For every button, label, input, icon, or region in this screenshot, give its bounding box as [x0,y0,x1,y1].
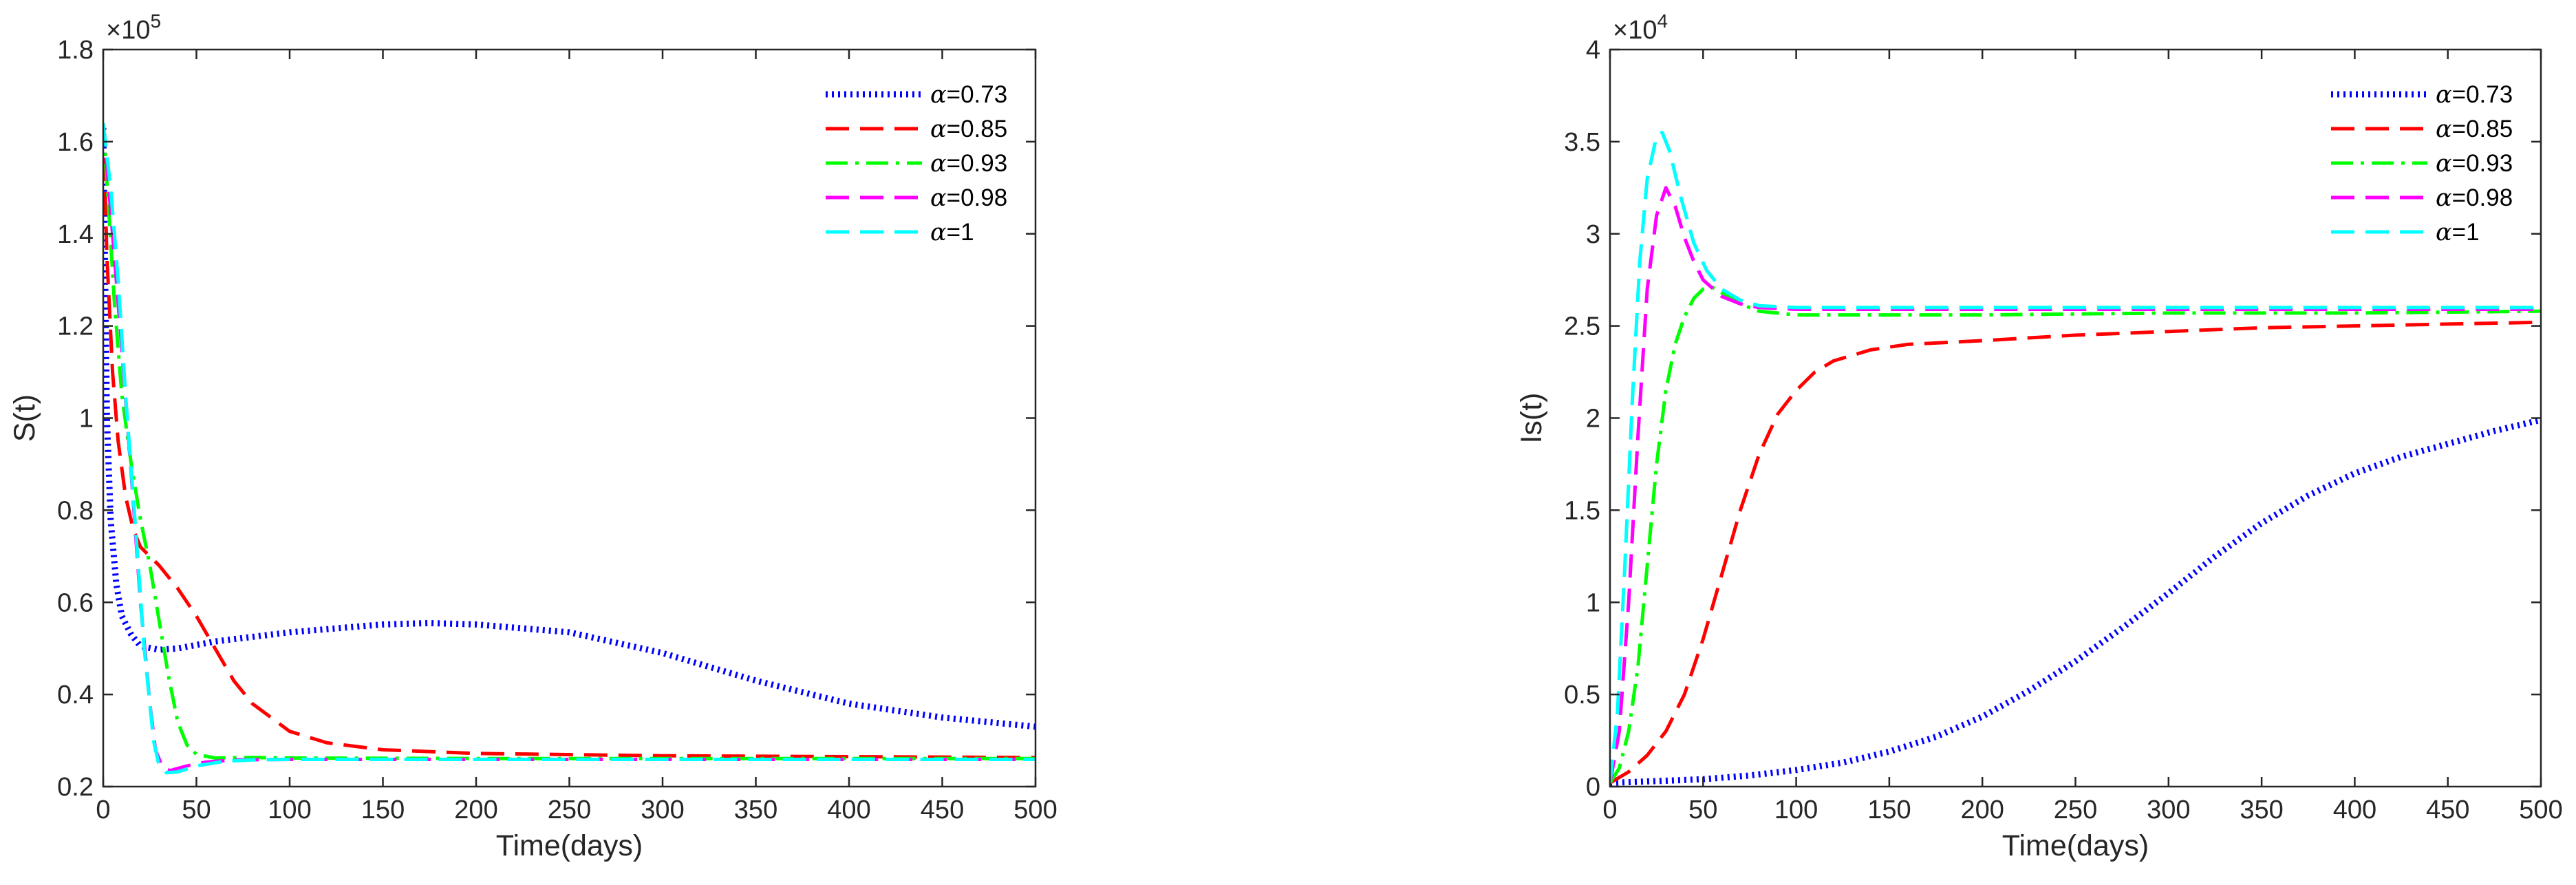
legend-entry-5: α=1 [930,219,974,246]
chart-panel-1: 0 50 100 150 200 250 300 350 400 450 500 0.2 0.4 0.6 0… [8,10,1058,862]
x-tick-label: 400 [827,796,870,824]
y-tick-label: 3 [1586,220,1600,249]
x-tick-label: 150 [1867,796,1911,824]
legend: α=0.73 α=0.85 α=0.93 α=0.98 α=1 [826,81,1007,246]
y-tick-label: 1 [79,405,94,434]
series-line-2 [1610,322,2541,782]
x-tick-label: 450 [2426,796,2469,824]
legend: α=0.73 α=0.85 α=0.93 α=0.98 α=1 [2331,81,2513,246]
y-tick-label: 0 [1586,773,1600,802]
x-axis-label: Time(days) [2002,829,2149,862]
x-tick-label: 0 [1602,796,1617,824]
x-tick-label: 0 [96,796,110,824]
y-axis-label: S(t) [8,394,41,442]
axes-box [103,50,1035,787]
y-tick-label: 1.5 [1564,496,1600,525]
x-tick-label: 500 [1013,796,1057,824]
x-tick-label: 500 [2519,796,2562,824]
y-tick-label: 0.4 [57,681,94,710]
plot-area [103,123,1035,773]
legend-entry-2: α=0.85 [930,116,1007,143]
y-tick-label: 2 [1586,405,1600,434]
y-tick-label: 2.5 [1564,312,1600,341]
series-line-3 [1610,287,2541,782]
chart-panel-2: 0 50 100 150 200 250 300 350 400 450 500 0 0.5 1 1.5 2 2… [1515,10,2563,862]
legend-entry-2: α=0.85 [2436,116,2513,143]
series-line-4 [103,123,1035,771]
y-exponent-label: ×104 [1613,10,1668,45]
legend-entry-4: α=0.98 [930,184,1007,212]
x-tick-label: 200 [1960,796,2004,824]
y-axis-label: Is(t) [1515,392,1548,443]
x-tick-label: 450 [921,796,964,824]
legend-entry-3: α=0.93 [2436,150,2513,178]
y-tick-label: 1.2 [57,312,94,341]
series-line-4 [1610,188,2541,783]
legend-entry-1: α=0.73 [2436,81,2513,109]
plot-area [1610,133,2541,783]
y-tick-label: 0.8 [57,496,94,525]
y-tick-label: 1.6 [57,128,94,157]
x-tick-label: 250 [548,796,591,824]
y-tick-label: 1.4 [57,220,94,249]
legend-entry-3: α=0.93 [930,150,1007,178]
x-tick-label: 200 [454,796,497,824]
x-tick-label: 400 [2333,796,2376,824]
y-tick-label: 0.6 [57,588,94,617]
x-tick-label: 250 [2054,796,2097,824]
x-tick-label: 350 [2240,796,2283,824]
x-tick-label: 300 [641,796,684,824]
x-tick-label: 50 [182,796,211,824]
figure: 0 50 100 150 200 250 300 350 400 450 5000.20.40.60… [0,0,2576,885]
series-line-5 [103,123,1035,773]
series-line-1 [103,128,1035,727]
x-tick-label: 100 [268,796,311,824]
legend-entry-5: α=1 [2436,219,2480,246]
x-tick-label: 150 [361,796,405,824]
legend-entry-4: α=0.98 [2436,184,2513,212]
legend-entry-1: α=0.73 [930,81,1007,109]
axes-box [1610,50,2541,787]
y-tick-label: 0.2 [57,773,94,802]
series-line-5 [1610,133,2541,783]
x-tick-label: 300 [2147,796,2190,824]
y-tick-label: 0.5 [1564,681,1600,710]
y-exponent-label: ×105 [106,10,161,45]
x-tick-label: 50 [1688,796,1717,824]
y-tick-label: 1.8 [57,36,94,65]
x-tick-label: 100 [1774,796,1818,824]
y-tick-label: 1 [1586,588,1600,617]
x-axis-label: Time(days) [496,829,643,862]
x-tick-label: 350 [734,796,777,824]
y-tick-label: 4 [1586,36,1600,65]
series-line-3 [103,123,1035,758]
series-line-2 [103,123,1035,758]
y-tick-label: 3.5 [1564,128,1600,157]
series-line-1 [1610,420,2541,782]
